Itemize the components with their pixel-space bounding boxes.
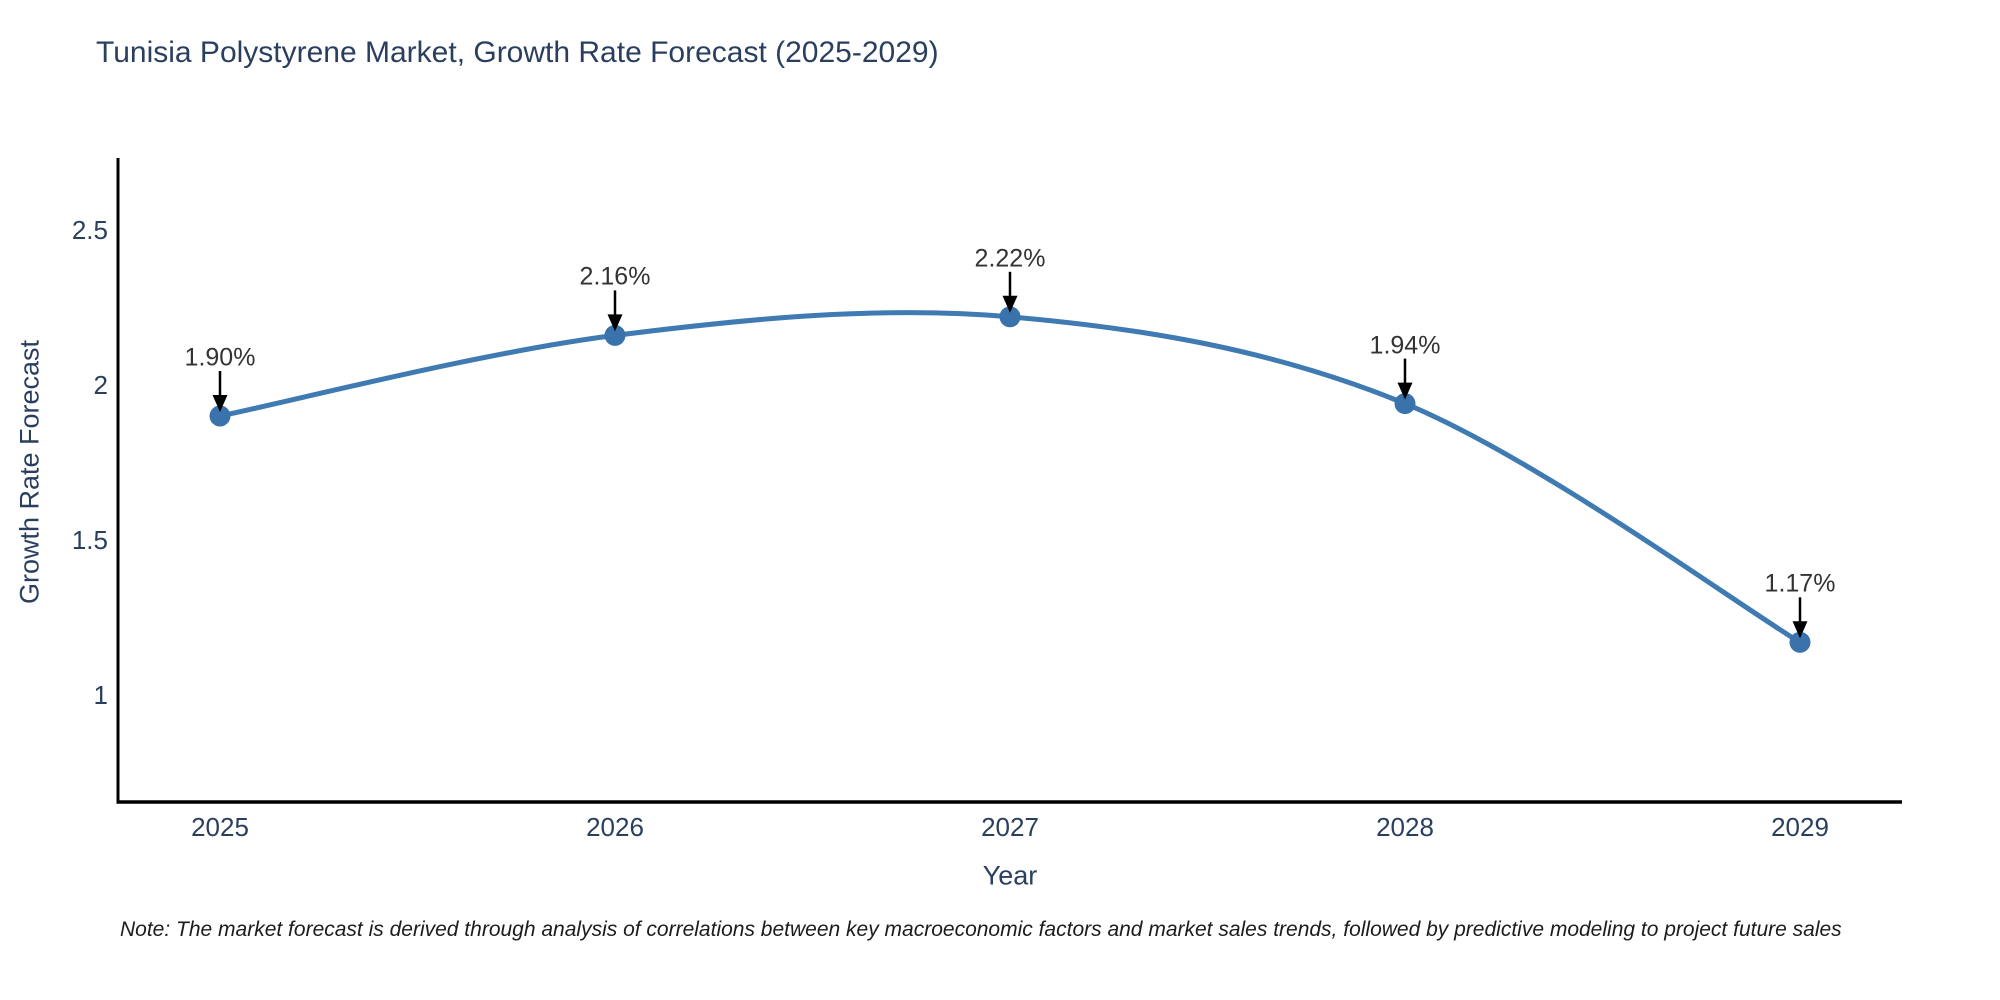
chart-title: Tunisia Polystyrene Market, Growth Rate … — [96, 36, 939, 69]
data-point-marker — [604, 324, 626, 346]
annotation-arrowhead — [1792, 621, 1808, 639]
data-point-marker — [1394, 393, 1416, 415]
x-tick-label: 2028 — [1376, 812, 1434, 842]
data-point-marker — [999, 306, 1021, 328]
annotation-arrowhead — [212, 395, 228, 412]
forecast-line — [217, 310, 1803, 645]
y-tick-label: 1.5 — [71, 525, 108, 555]
point-annotation: 1.94% — [1369, 331, 1441, 360]
x-tick-label: 2029 — [1771, 812, 1829, 842]
y-tick-label: 1 — [93, 680, 108, 710]
point-annotation: 1.17% — [1764, 569, 1836, 598]
x-tick-label: 2025 — [191, 812, 249, 842]
point-annotation: 1.90% — [184, 343, 256, 372]
x-axis-title: Year — [982, 860, 1038, 891]
y-tick-label: 2 — [93, 370, 108, 400]
x-tick-label: 2026 — [586, 812, 644, 842]
footnote: Note: The market forecast is derived thr… — [120, 918, 1842, 941]
point-annotation: 2.16% — [579, 262, 651, 291]
annotation-arrowhead — [607, 314, 623, 332]
y-tick-label: 2.5 — [71, 215, 108, 245]
annotation-arrowhead — [1002, 295, 1018, 313]
point-annotation: 2.22% — [974, 244, 1046, 273]
annotation-arrowhead — [1397, 382, 1413, 400]
x-tick-label: 2027 — [981, 812, 1039, 842]
data-point-marker — [1789, 631, 1811, 653]
data-point-marker — [209, 405, 231, 427]
